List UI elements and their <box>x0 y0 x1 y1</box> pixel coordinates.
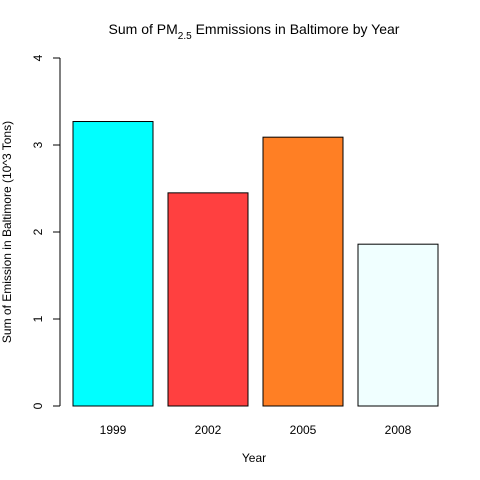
bar-1999 <box>72 121 154 407</box>
chart-title-rest: Emmissions in Baltimore by Year <box>192 21 400 37</box>
bar-2008 <box>357 243 439 407</box>
x-tick-label-2002: 2002 <box>195 423 222 437</box>
y-axis: 0 1 2 3 4 <box>31 54 61 409</box>
y-tick-label-4: 4 <box>31 54 45 61</box>
x-tick-label-2008: 2008 <box>385 423 412 437</box>
y-tick-label-0: 0 <box>31 402 45 409</box>
x-tick-label-2005: 2005 <box>290 423 317 437</box>
x-axis-label: Year <box>242 451 266 465</box>
x-tick-label-1999: 1999 <box>100 423 127 437</box>
y-axis-label: Sum of Emission in Baltimore (10^3 Tons) <box>0 121 14 343</box>
bar-2005 <box>262 136 344 407</box>
y-tick-label-2: 2 <box>31 228 45 235</box>
bar-2002 <box>167 192 249 407</box>
y-tick-label-3: 3 <box>31 141 45 148</box>
chart-title-subscript: 2.5 <box>178 31 192 42</box>
chart-title-main: Sum of PM <box>109 21 178 37</box>
y-tick-label-1: 1 <box>31 315 45 322</box>
chart-title: Sum of PM2.5 Emmissions in Baltimore by … <box>109 21 400 42</box>
x-tick-labels: 1999 2002 2005 2008 <box>100 423 412 437</box>
bars-group <box>72 121 439 407</box>
